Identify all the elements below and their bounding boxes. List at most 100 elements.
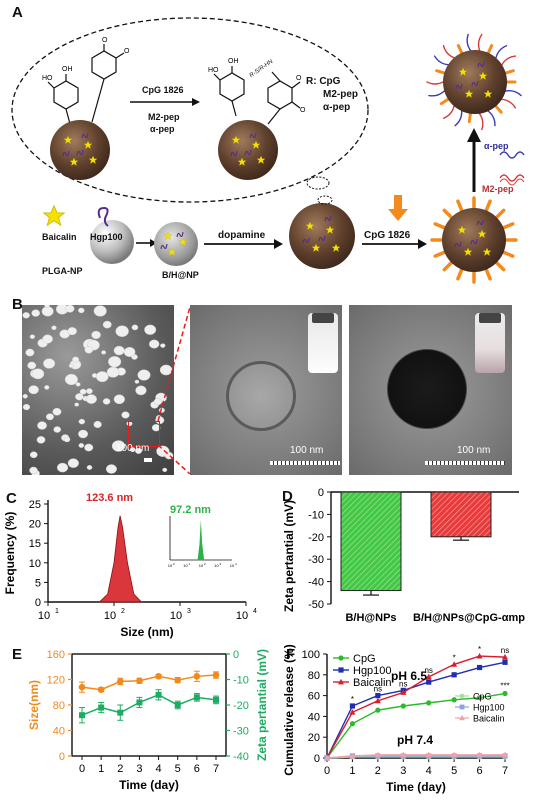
f-ytick-label: 100 [302, 649, 320, 661]
c-inset-xtick: 10 [183, 563, 188, 568]
e-series-line [81, 693, 217, 716]
c-inset-xtick-exp: 2 [204, 562, 206, 566]
f-point [502, 751, 508, 758]
d-ytick-label: 0 [318, 487, 324, 499]
nanoparticle-right-top [218, 120, 278, 180]
e-point [193, 673, 201, 680]
f-legend-entry-74: Hgp100 [473, 703, 505, 713]
c-xtick-label: 10 [104, 610, 116, 622]
e-point [212, 671, 220, 679]
cpg-np [430, 196, 518, 284]
e-ytick-left: 80 [53, 700, 65, 712]
e-point [155, 691, 162, 698]
hgp100-icon [97, 206, 109, 227]
c-ytick-label: 10 [29, 558, 41, 570]
sem-scale-label: 100 nm [116, 443, 150, 454]
c-xtick-label: 10 [38, 610, 50, 622]
c-main-distribution [98, 515, 143, 603]
vial-2 [475, 313, 505, 373]
e-ylabel-right: Zeta pertantial (mV) [255, 649, 269, 761]
f-significance: ns [501, 646, 509, 655]
f-xtick-label: 1 [349, 765, 355, 777]
c-inset-xtick: 10 [230, 563, 235, 568]
f-xtick-label: 0 [324, 765, 330, 777]
c-inset-xtick: 10 [168, 563, 173, 568]
c-inset-xtick-exp: 1 [189, 562, 191, 566]
f-point [349, 721, 356, 727]
d-bar [340, 491, 402, 592]
final-np [426, 33, 522, 131]
e-xtick-label: 4 [156, 763, 162, 775]
f-point [502, 659, 508, 665]
c-xtick-exp: 1 [55, 608, 59, 615]
f-xlabel: Time (day) [386, 780, 446, 794]
e-ytick-right: 0 [233, 649, 239, 661]
panel-d-chart: 0 -10 -20 -30 -40 -50 Zeta pertantial (mV) B/H@… [282, 487, 525, 624]
a-cpg-step: CpG 1826 [364, 230, 411, 241]
c-inset-xtick: 10 [214, 563, 219, 568]
e-point [79, 712, 85, 719]
e-point [174, 676, 182, 684]
f-ytick-label: 80 [308, 670, 320, 682]
a-bhnp: B/H@NP [162, 270, 199, 280]
panel-label-f: F [286, 646, 296, 663]
e-point [116, 678, 124, 685]
e-xlabel: Time (day) [119, 778, 179, 792]
f-series-line [326, 692, 506, 759]
d-ytick-label: -30 [308, 554, 324, 566]
svg-text:HO: HO [42, 75, 53, 82]
panel-label-c: C [6, 490, 17, 507]
c-ytick-label: 20 [29, 519, 41, 531]
e-ytick-right: -20 [233, 700, 249, 712]
f-significance: * [478, 645, 481, 654]
e-ytick-left: 0 [59, 751, 65, 763]
c-inset-distribution [197, 520, 205, 560]
panel-label-a: A [12, 4, 23, 21]
f-point [400, 703, 406, 709]
e-ytick-right: -40 [233, 751, 249, 763]
f-ytick-label: 20 [308, 732, 320, 744]
e-ylabel-left: Size(nm) [27, 680, 41, 730]
c-peak-main: 123.6 nm [86, 492, 134, 504]
d-category-label: B/H@NPs [345, 612, 396, 624]
f-point [451, 751, 458, 758]
e-point [174, 702, 181, 708]
f-series-line [326, 655, 506, 759]
c-inset-xtick: 10 [199, 563, 204, 568]
f-legend-entry: CpG [353, 653, 376, 665]
e-ytick-right: -30 [233, 726, 249, 738]
e-xtick-label: 6 [194, 763, 200, 775]
f-point [349, 752, 356, 759]
tem-image-1: 100 nm [190, 305, 342, 475]
e-xtick-label: 1 [98, 763, 104, 775]
f-series-line [326, 756, 505, 759]
f-series-line [326, 661, 506, 759]
f-point [349, 709, 356, 715]
f-point [324, 754, 330, 761]
a-hgp100: Hgp100 [90, 232, 123, 242]
plga-np [90, 220, 134, 264]
catechol-structure [47, 44, 125, 125]
a-cpg1826: CpG 1826 [142, 85, 184, 95]
d-ytick-label: -50 [308, 599, 324, 611]
e-point [117, 709, 124, 716]
e-point [97, 686, 105, 693]
f-series-line [326, 754, 505, 759]
e-ytick-left: 160 [47, 649, 65, 661]
f-point [426, 700, 432, 706]
e-xtick-label: 0 [79, 763, 85, 775]
f-point [476, 664, 483, 671]
d-ytick-label: -20 [308, 532, 324, 544]
a-r-m2: M2-pep [323, 89, 358, 100]
f-legend-entry-74: CpG [473, 692, 492, 702]
f-xtick-label: 3 [400, 765, 406, 777]
f-ytick-label: 60 [308, 691, 320, 703]
f-point [502, 690, 508, 697]
panel-label-b: B [12, 296, 23, 313]
a-m2pep: M2-pep [148, 112, 180, 122]
e-xtick-label: 3 [136, 763, 142, 775]
c-ytick-label: 0 [35, 597, 41, 609]
c-xtick-exp: 2 [121, 608, 125, 615]
f-xtick-label: 5 [451, 765, 457, 777]
panel-label-d: D [282, 488, 293, 505]
